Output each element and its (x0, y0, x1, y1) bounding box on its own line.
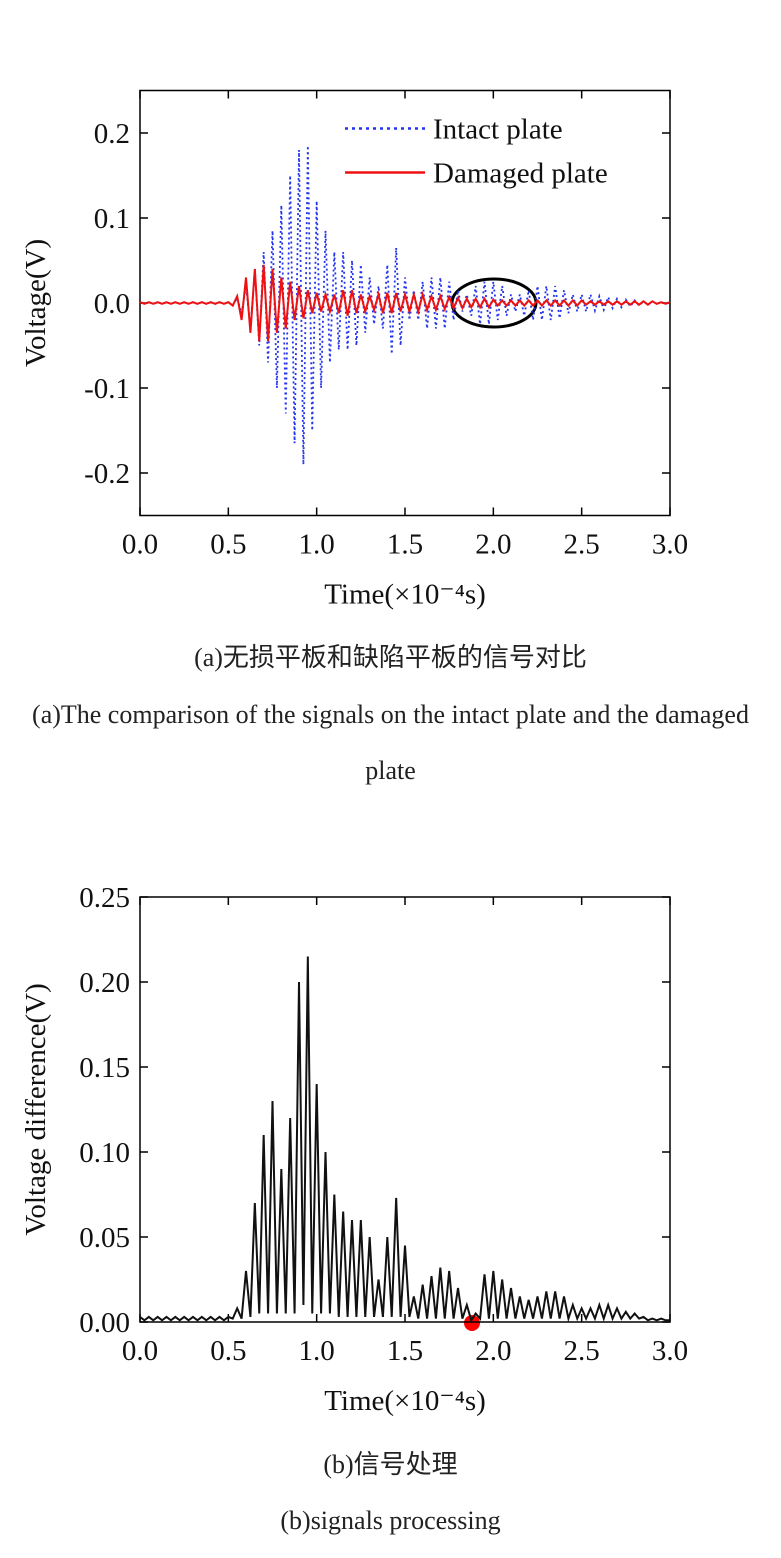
x-tick-label: 0.5 (210, 1335, 246, 1367)
y-tick-label: 0.10 (79, 1137, 130, 1169)
y-tick-label: 0.00 (79, 1307, 130, 1339)
y-tick-label: -0.2 (84, 458, 130, 490)
x-tick-label: 0.0 (122, 529, 158, 561)
y-tick-label: 0.1 (94, 203, 130, 235)
y-tick-label: 0.0 (94, 288, 130, 320)
caption: (a)无损平板和缺陷平板的信号对比 (194, 643, 587, 672)
y-tick-label: 0.15 (79, 1052, 130, 1084)
caption: (a)The comparison of the signals on the … (32, 700, 749, 785)
y-tick-label: 0.2 (94, 118, 130, 150)
data-line (139, 264, 671, 342)
x-tick-label: 1.5 (387, 1335, 423, 1367)
y-axis-title: Voltage difference(V) (20, 983, 52, 1236)
y-tick-label: 0.05 (79, 1222, 130, 1254)
y-tick-label: 0.20 (79, 967, 130, 999)
data-line (139, 145, 671, 465)
x-tick-label: 0.0 (122, 1335, 158, 1367)
x-tick-label: 2.0 (475, 529, 511, 561)
caption: (b)信号处理 (323, 1450, 458, 1479)
legend-label: Intact plate (433, 114, 563, 146)
x-tick-label: 2.5 (564, 1335, 600, 1367)
legend-label: Damaged plate (433, 158, 608, 190)
x-tick-label: 1.5 (387, 529, 423, 561)
x-tick-label: 1.0 (299, 529, 335, 561)
x-tick-label: 3.0 (652, 529, 688, 561)
x-axis-title: Time(×10⁻⁴s) (324, 579, 486, 611)
y-tick-label: -0.1 (84, 373, 130, 405)
x-axis-title: Time(×10⁻⁴s) (324, 1385, 486, 1417)
y-axis-title: Voltage(V) (20, 239, 52, 367)
x-tick-label: 3.0 (652, 1335, 688, 1367)
y-tick-label: 0.25 (79, 882, 130, 914)
x-tick-label: 1.0 (299, 1335, 335, 1367)
x-tick-label: 0.5 (210, 529, 246, 561)
highlight-dot (464, 1315, 480, 1331)
x-tick-label: 2.0 (475, 1335, 511, 1367)
caption: (b)signals processing (280, 1506, 501, 1535)
x-tick-label: 2.5 (564, 529, 600, 561)
data-line (139, 956, 670, 1323)
